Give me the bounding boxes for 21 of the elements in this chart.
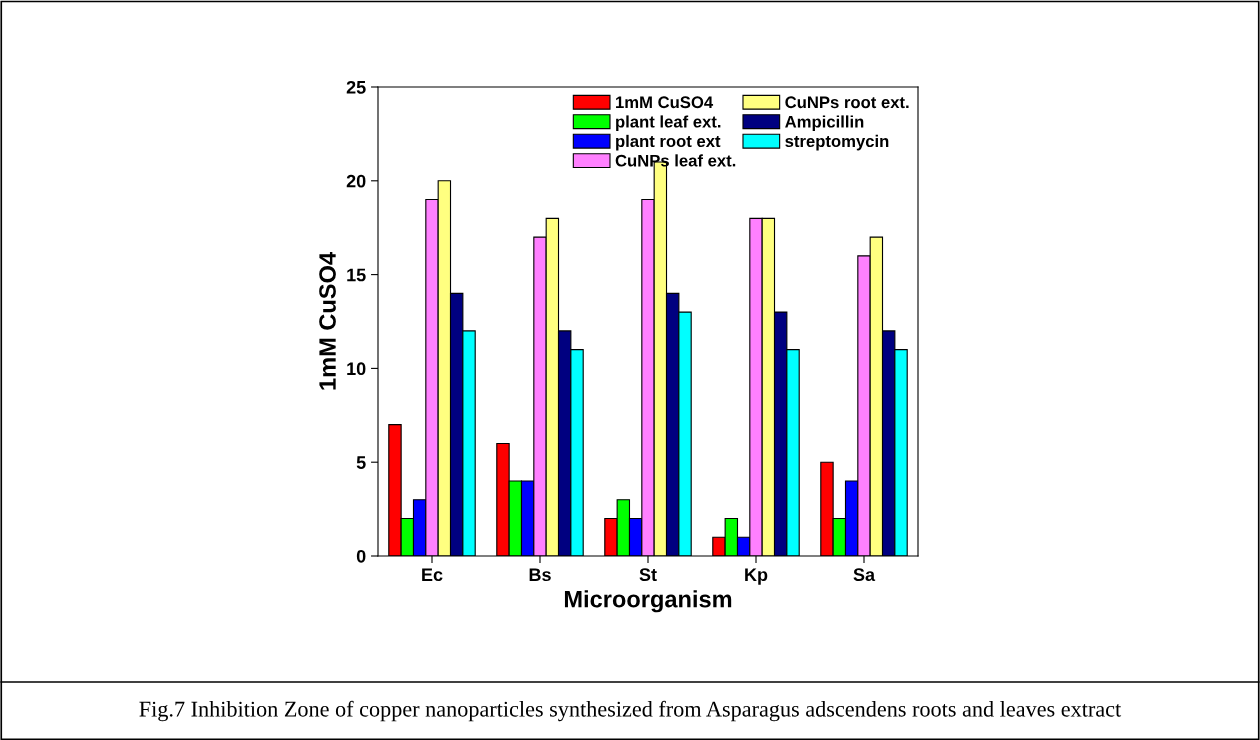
y-tick-label: 5 [356,456,366,469]
y-axis-title: 1mM CuSO4 [319,252,336,390]
legend-label: Ampicillin [785,115,864,131]
x-tick-label: Sa [853,568,876,582]
y-tick-label: 25 [346,80,366,94]
caption: Fig.7 Inhibition Zone of copper nanoparticles synthesized from Asparagus adscendens roots and leaves extract [139,700,1122,722]
legend-label: CuNPs root ext. [785,96,909,109]
x-tick-label: Kp [745,568,768,585]
y-tick-label: 10 [347,362,366,376]
legend-label: plant root ext [616,134,721,151]
legend-label: 1mM CuSO4 [616,96,714,109]
y-tick-label: 15 [347,268,366,282]
x-tick-label: St [639,568,657,582]
y-tick-label: 20 [346,174,366,188]
x-tick-label: Ec [422,568,443,582]
y-tick-label: 0 [356,549,366,563]
x-tick-label: Bs [529,568,551,582]
legend-label: streptomycin [785,134,889,151]
x-axis-title: Microorganism [564,590,732,613]
legend-label: plant leaf ext. [616,115,721,131]
legend-label: CuNPs leaf ext. [615,154,736,167]
